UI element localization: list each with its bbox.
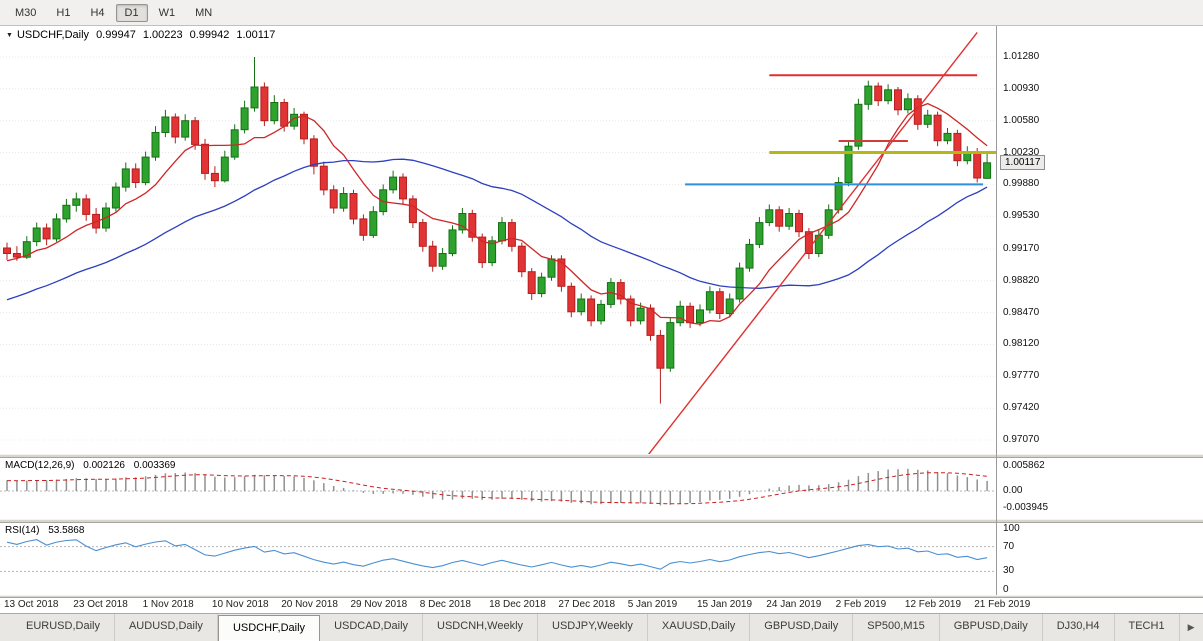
price-axis-label: 1.01280 [1003,51,1040,62]
price-axis-label: 0.98470 [1003,306,1040,318]
rsi-axis-label: 100 [1003,523,1020,534]
chart-tabs-bar: EURUSD,Daily AUDUSD,Daily USDCHF,Daily USDC… [0,613,1203,641]
chart-tab-eurusd-daily[interactable]: EURUSD,Daily [12,614,115,641]
ohlc-low: 0.99942 [189,29,230,41]
timeframe-button-w1[interactable]: W1 [158,6,176,19]
price-axis-label: 0.97420 [1003,402,1040,414]
date-axis[interactable]: 13 Oct 2018 23 Oct 2018 1 Nov 2018 10 Nov 2… [0,598,1203,613]
pane-separator [0,595,1203,598]
macd-signal-value: 0.003369 [133,460,176,471]
timeframe-button-m30[interactable]: M30 [15,6,37,19]
chart-tab-usdchf-daily[interactable]: USDCHF,Daily [217,615,321,641]
date-axis-label: 8 Dec 2018 [419,599,471,610]
rsi-value: 53.5868 [48,525,85,536]
rsi-axis-label: 0 [1003,584,1009,595]
chart-tab-usdcad-daily[interactable]: USDCAD,Daily [320,614,424,641]
macd-axis-label: -0.003945 [1003,501,1049,513]
date-axis-label: 1 Nov 2018 [142,599,194,610]
price-axis-label: 0.99170 [1003,242,1040,254]
price-axis-label: 1.00580 [1003,114,1040,126]
chart-tab-usdjpy-weekly[interactable]: USDJPY,Weekly [538,614,648,641]
date-axis-label: 5 Jan 2019 [627,599,678,610]
pane-separator[interactable] [0,454,1203,458]
date-axis-label: 12 Feb 2019 [904,599,962,610]
date-axis-label: 21 Feb 2019 [974,599,1031,610]
chart-tab-audusd-daily[interactable]: AUDUSD,Daily [115,614,218,641]
rsi-pane[interactable]: RSI(14) 53.5868 100 70 30 0 [0,523,1203,595]
chart-area: ▼ USDCHF,Daily 0.99947 1.00223 0.99942 1… [0,26,1203,613]
price-axis-label: 0.97070 [1003,434,1040,445]
chart-tab-list: EURUSD,Daily AUDUSD,Daily USDCHF,Daily USDC… [12,614,1180,641]
chart-tab-sp500-m15[interactable]: SP500,M15 [853,614,940,641]
candlestick-plot[interactable] [0,26,996,454]
macd-axis-label: 0.005862 [1003,459,1045,471]
price-axis-label: 1.00230 [1003,146,1040,158]
chart-tab-dj30-h4[interactable]: DJ30,H4 [1043,614,1115,641]
pane-separator[interactable] [0,519,1203,523]
chart-tab-tech1[interactable]: TECH1 [1115,614,1180,641]
chart-tab-xauusd-daily[interactable]: XAUUSD,Daily [648,614,751,641]
chart-tab-usdcnh-weekly[interactable]: USDCNH,Weekly [423,614,539,641]
price-axis-label: 0.99530 [1003,210,1040,222]
price-chart-pane[interactable]: ▼ USDCHF,Daily 0.99947 1.00223 0.99942 1… [0,26,1203,454]
price-axis-label: 0.99880 [1003,178,1040,190]
date-axis-label: 20 Nov 2018 [281,599,338,610]
price-axis-label: 0.97770 [1003,370,1040,382]
price-axis-label: 0.98120 [1003,338,1040,350]
date-axis-label: 18 Dec 2018 [489,599,546,610]
current-price-badge: 1.00117 [1000,154,1046,170]
ohlc-high: 1.00223 [142,29,183,41]
timeframe-button-d1[interactable]: D1 [115,3,148,22]
chart-tab-gbpusd-daily[interactable]: GBPUSD,Daily [750,614,854,641]
date-axis-label: 15 Jan 2019 [697,599,753,610]
timeframe-toolbar: M30 H1 H4 D1 W1 MN [0,0,1203,26]
date-axis-label: 13 Oct 2018 [4,599,59,610]
date-axis-label: 24 Jan 2019 [766,599,822,610]
date-axis-label: 29 Nov 2018 [350,599,408,610]
date-axis-label: 10 Nov 2018 [211,599,269,610]
price-axis-label: 0.98820 [1003,274,1040,286]
rsi-label: RSI(14) 53.5868 [5,525,84,536]
chart-header: ▼ USDCHF,Daily 0.99947 1.00223 0.99942 1… [6,29,275,41]
macd-name: MACD(12,26,9) [5,460,75,471]
rsi-axis-label: 30 [1003,565,1015,577]
ohlc-open: 0.99947 [96,29,136,41]
macd-axis-label: 0.00 [1003,485,1023,496]
date-axis-label: 27 Dec 2018 [558,599,616,610]
macd-label: MACD(12,26,9) 0.002126 0.003369 [5,460,175,471]
timeframe-button-h4[interactable]: H4 [90,6,105,19]
timeframe-button-h1[interactable]: H1 [56,6,71,19]
chart-tab-gbpusd-daily[interactable]: GBPUSD,Daily [940,614,1043,641]
symbol-dropdown-icon[interactable]: ▼ [6,31,13,39]
date-axis-label: 2 Feb 2019 [835,599,887,610]
timeframe-button-mn[interactable]: MN [195,6,213,19]
price-axis-separator [996,26,997,595]
macd-plot[interactable] [0,458,996,519]
macd-value: 0.002126 [83,460,125,471]
rsi-axis-label: 70 [1003,540,1015,552]
ohlc-close: 1.00117 [236,29,276,41]
rsi-name: RSI(14) [5,525,40,536]
rsi-plot[interactable] [0,523,996,595]
tab-scroll-right-icon[interactable]: ▶ [1187,622,1195,632]
macd-pane[interactable]: MACD(12,26,9) 0.002126 0.003369 0.005862… [0,458,1203,519]
price-axis-label: 1.00930 [1003,82,1040,94]
date-axis-label: 23 Oct 2018 [73,599,128,610]
symbol-label: USDCHF,Daily [16,29,90,41]
